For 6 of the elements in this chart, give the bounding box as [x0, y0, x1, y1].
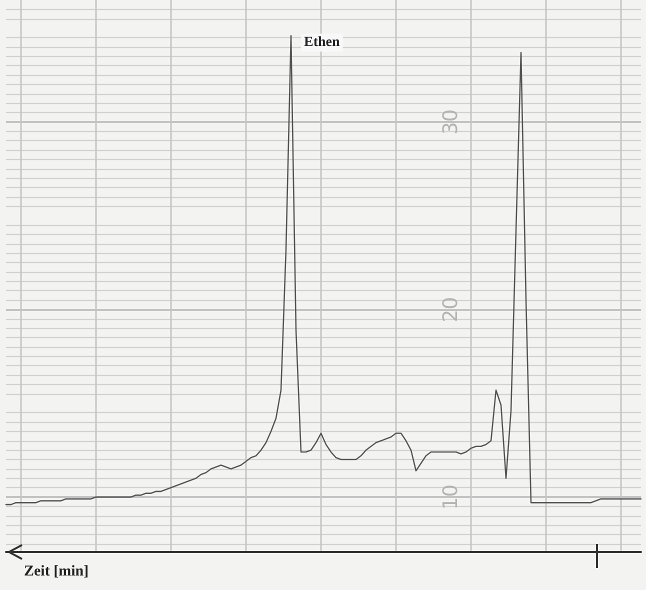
y-tick-label: 10 — [438, 484, 462, 510]
line-series — [5, 34, 642, 506]
annotation: Ethen — [304, 35, 340, 50]
y-tick-label: 30 — [438, 109, 462, 135]
y-tick-label: 20 — [438, 296, 462, 322]
x-axis-title: Zeit [min] — [24, 564, 89, 580]
